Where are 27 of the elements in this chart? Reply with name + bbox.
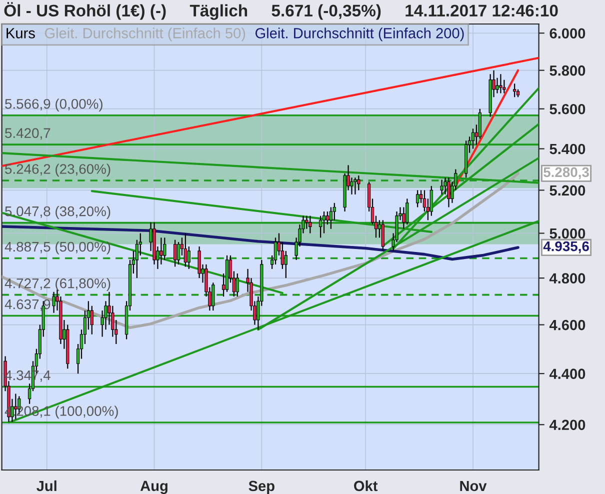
text: Kurs [6, 28, 35, 38]
chart-title: Öl - US Rohöl (1€) (-) Täglich 5.671 (-0,35%) 14.11.2017 12:46:10 [4, 2, 558, 20]
y-tick-label: 5.200 [550, 185, 586, 196]
x-tick-label: Okt [354, 480, 378, 492]
x-tick-label: Nov [460, 480, 487, 492]
ref-line-label: 4.727,2 (61,80%) [4, 278, 110, 291]
x-tick-label: Aug [140, 480, 168, 494]
annotation: 5.280,3 [544, 167, 589, 180]
y-tick-label: 5.000 [550, 228, 586, 239]
y-tick-label: 5.800 [550, 65, 586, 76]
ref-line-label: 4.887,5 (50,00%) [4, 241, 110, 254]
y-tick-label: 5.600 [550, 104, 586, 114]
ref-line-label: 5.420,7 [5, 128, 50, 140]
annotation: 4.935,6 [543, 241, 589, 254]
y-tick-label: 6.000 [550, 28, 586, 39]
text: Gleit. Durchschnitt (Einfach 200) [255, 28, 464, 42]
ref-line-label: 5.566,9 (0,00%) [5, 98, 102, 112]
y-tick-label: 4.200 [549, 420, 586, 430]
ref-line-label: 5.246,2 (23,60%) [5, 164, 110, 177]
ref-line-label: 5.047,8 (38,20%) [5, 206, 110, 219]
text: Gleit. Durchschnitt (Einfach 50) [44, 28, 246, 42]
x-tick-label: Jul [36, 480, 56, 492]
x-tick-label: Sep [248, 480, 274, 494]
y-tick-label: 4.600 [549, 320, 586, 330]
y-tick-label: 4.800 [549, 273, 586, 284]
y-tick-label: 4.400 [549, 368, 586, 380]
y-tick-label: 5.400 [550, 144, 586, 154]
